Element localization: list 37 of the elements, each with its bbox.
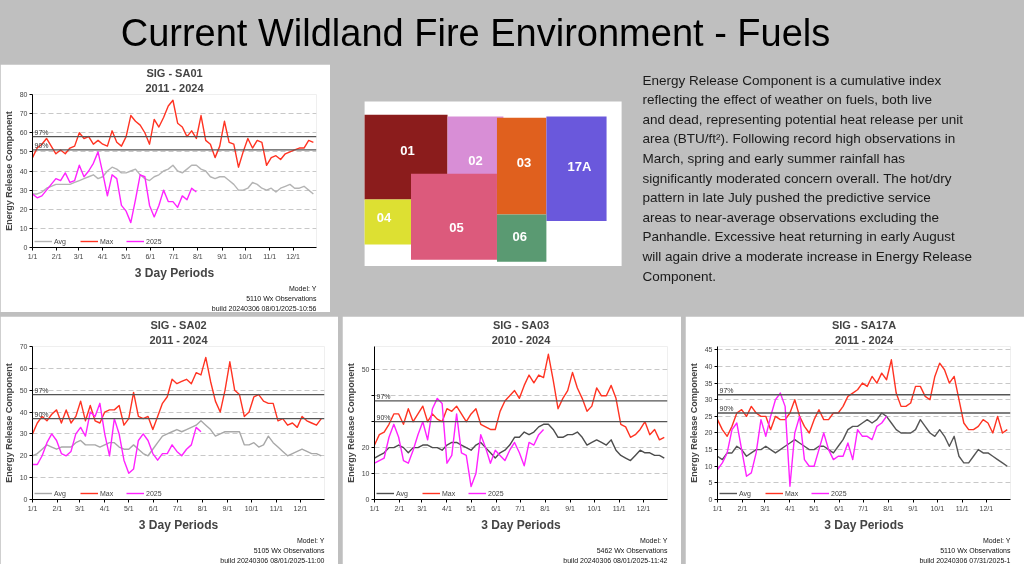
x-axis-title: 3 Day Periods <box>481 517 562 532</box>
line-series <box>32 402 202 474</box>
chart-subtitle: 2010 - 2024 <box>491 333 552 346</box>
line-series <box>717 392 888 487</box>
text: 03 <box>516 154 532 170</box>
y-axis-title: Energy Release Component <box>3 363 14 483</box>
y-axis-title: Energy Release Component <box>345 363 356 483</box>
text: 06 <box>512 229 527 245</box>
y-axis-title: Energy Release Component <box>3 111 14 231</box>
text: Current Wildland Fire Environment - Fuels <box>120 11 831 54</box>
chart-subtitle: 2011 - 2024 <box>834 333 894 346</box>
line-series <box>374 423 665 462</box>
chart-title: SIG - SA01 <box>146 66 203 79</box>
text: 02 <box>468 153 483 169</box>
line-series <box>32 164 315 195</box>
text: 01 <box>400 143 415 159</box>
chart-title: SIG - SA03 <box>492 318 550 331</box>
text: 04 <box>376 210 392 226</box>
text: 17A <box>567 158 593 174</box>
x-axis-title: 3 Day Periods <box>824 517 905 532</box>
line-series <box>32 420 322 457</box>
y-axis-title: Energy Release Component <box>688 363 699 483</box>
chart-subtitle: 2011 - 2024 <box>149 333 209 346</box>
line-series <box>717 412 1008 467</box>
line-series <box>32 356 322 435</box>
line-series <box>374 397 545 488</box>
x-axis-title: 3 Day Periods <box>134 265 215 280</box>
text: Energy Release Component is a cumulative index reflecting the effect of weather on fuels, both live and dead, representing potential heat release per unit area (BTU/ft²). Following record high observations in March, spring and early summer rainfall has significantly moderated concern overall. The hot/dry pattern in late July pushed the predictive service areas to near-average observations excluding the Panhandle. Excessive heat returning in early August will again drive a moderate increase in Energy Release Component. <box>642 72 972 284</box>
text: 05 <box>449 219 464 235</box>
chart-title: SIG - SA17A <box>831 318 897 331</box>
line-series <box>32 151 198 224</box>
x-axis-title: 3 Day Periods <box>138 517 219 532</box>
chart-title: SIG - SA02 <box>150 318 207 331</box>
chart-subtitle: 2011 - 2024 <box>145 81 205 94</box>
line-series <box>717 359 1008 437</box>
line-series <box>374 353 665 446</box>
line-series <box>32 99 315 168</box>
